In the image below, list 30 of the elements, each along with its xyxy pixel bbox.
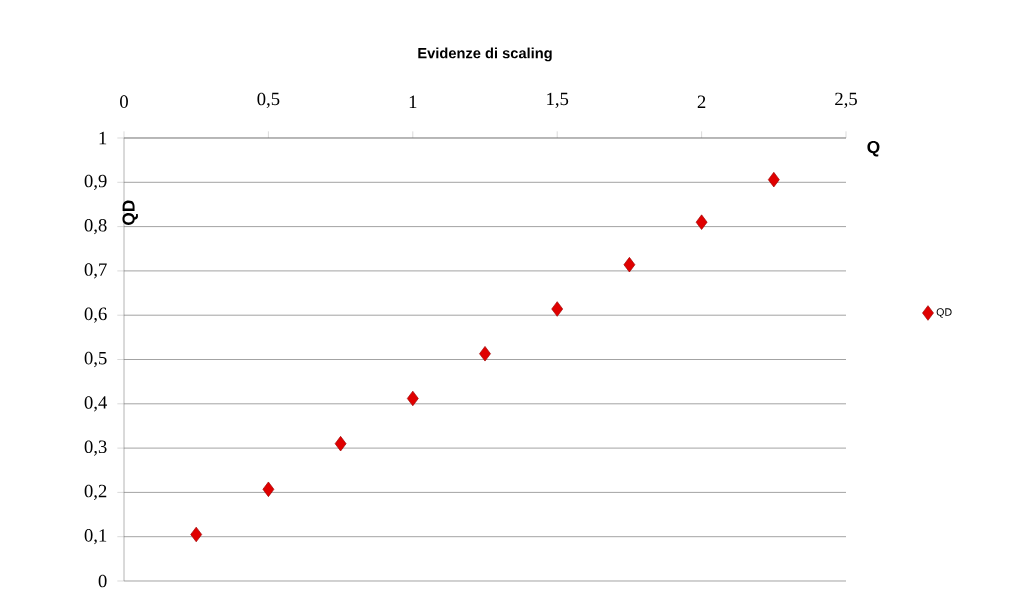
point xyxy=(767,171,780,188)
y-axis-title: QD xyxy=(122,200,138,225)
x-tick-label: 2 xyxy=(697,95,706,108)
chart-title: Evidenze di scaling xyxy=(418,47,552,62)
point xyxy=(190,526,203,543)
x-tick-label: 1,5 xyxy=(547,92,569,108)
y-tick-label: 0,8 xyxy=(84,218,107,235)
y-tick-label: 0,7 xyxy=(84,263,107,279)
x-tick-label: 2,5 xyxy=(835,92,857,108)
y-tick-label: 0,4 xyxy=(84,396,108,412)
point xyxy=(623,257,636,273)
y-tick-label: 0,9 xyxy=(84,174,107,190)
y-tick-label: 0,5 xyxy=(84,351,107,368)
point xyxy=(479,346,491,362)
y-tick-label: 0,2 xyxy=(84,484,107,501)
point xyxy=(551,301,564,317)
y-tick-label: 0,6 xyxy=(84,307,107,323)
point xyxy=(334,436,347,452)
y-tick-label: 0,1 xyxy=(84,529,107,545)
legend-label: QD xyxy=(936,308,952,318)
y-tick-label: 1 xyxy=(99,131,107,145)
x-tick-label: 0 xyxy=(120,95,128,108)
point xyxy=(262,481,275,497)
y-tick-label: 0,3 xyxy=(84,440,107,456)
x-tick-label: 1 xyxy=(409,95,417,108)
point xyxy=(695,214,708,230)
y-tick-label: 0 xyxy=(98,574,107,588)
x-axis-title: Q xyxy=(867,140,880,157)
x-tick-label: 0,5 xyxy=(257,92,280,108)
point xyxy=(406,390,419,407)
